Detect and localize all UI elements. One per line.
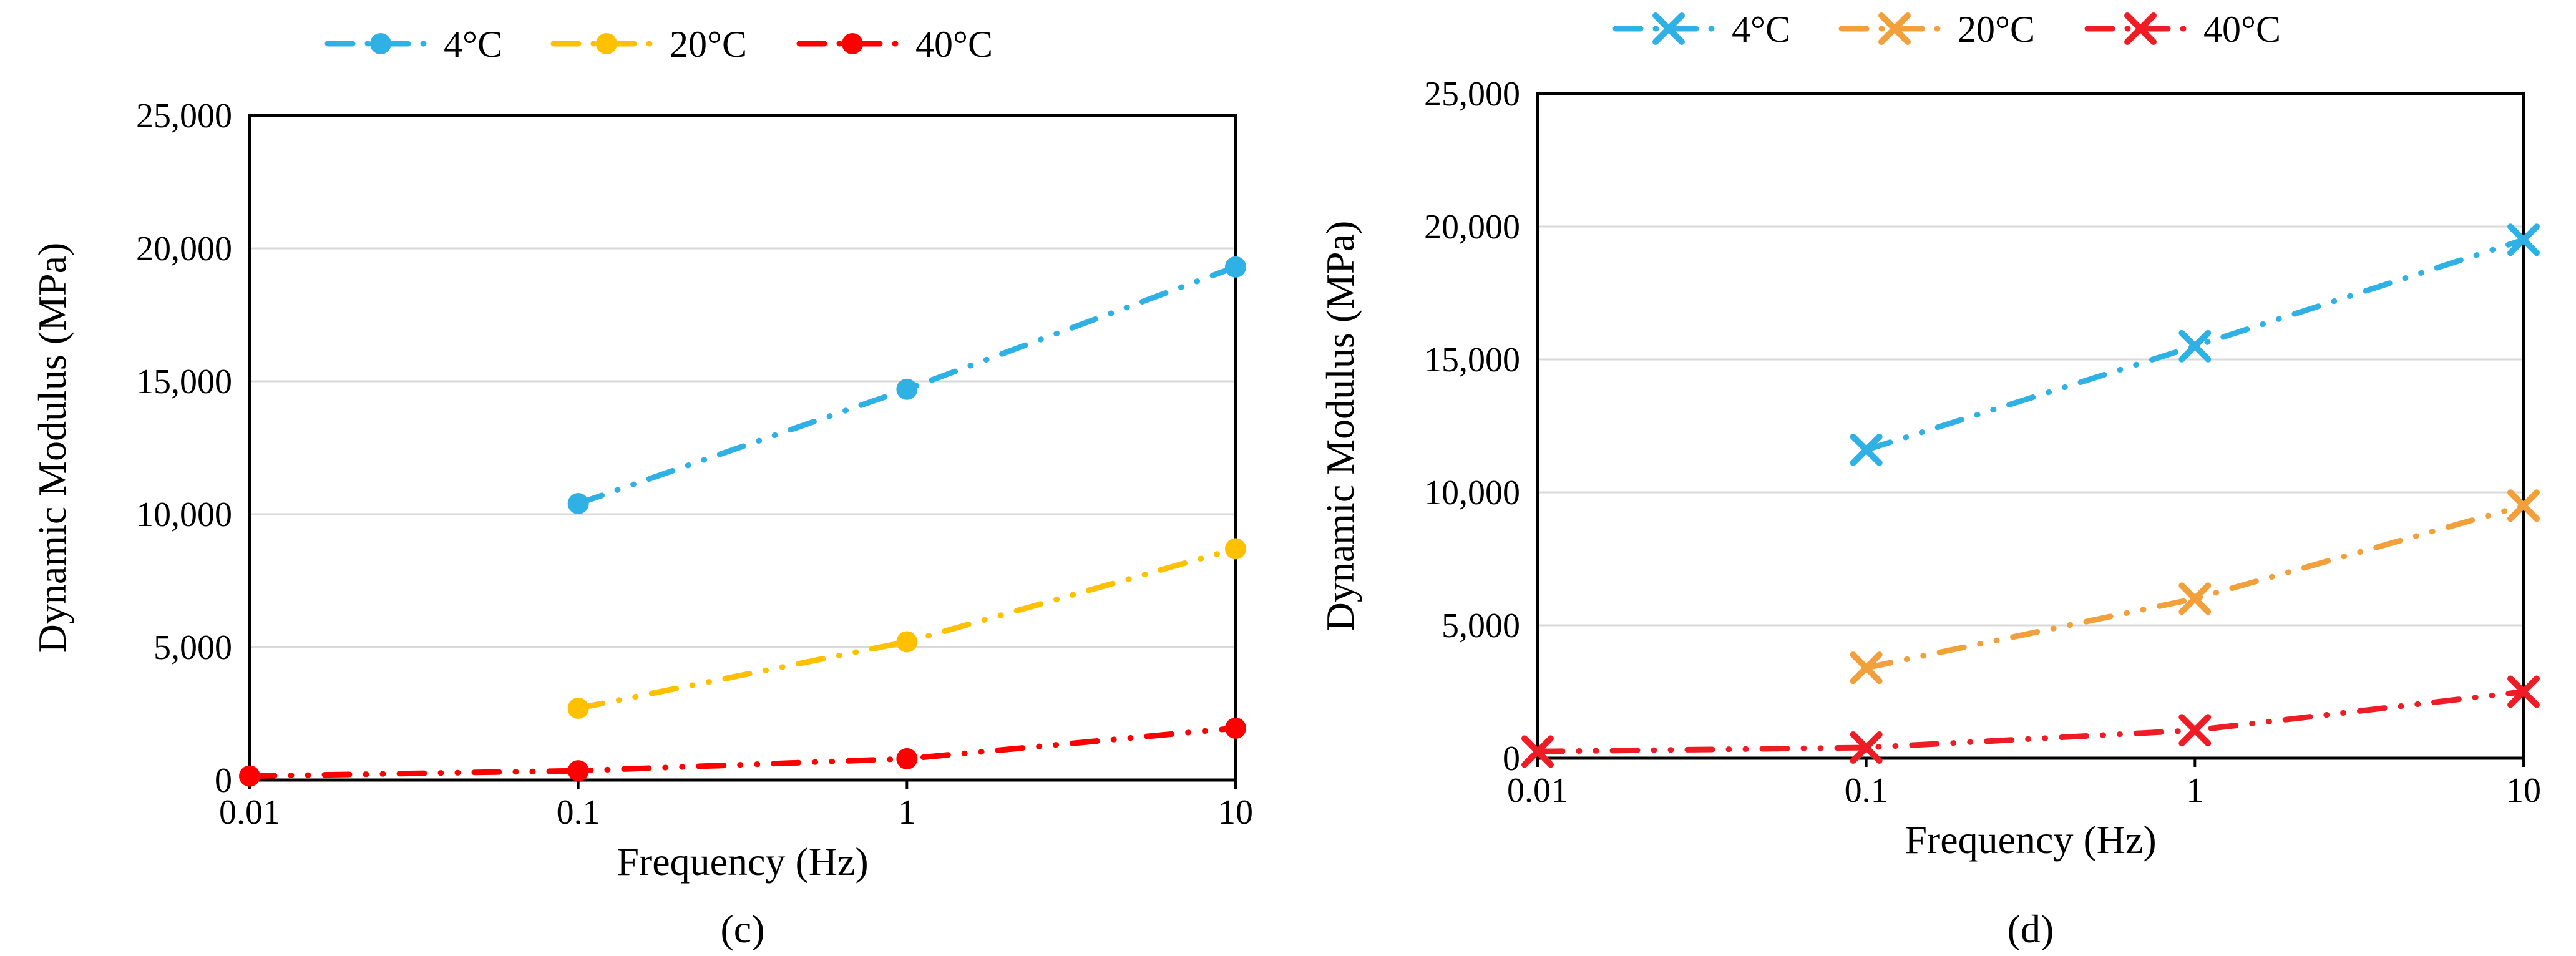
plot-border: [248, 114, 1237, 782]
y-tick-label: 15,000: [1424, 341, 1520, 379]
series-40°C-marker: [239, 765, 260, 787]
series-40°C-marker: [1850, 731, 1883, 764]
chart-c-caption: (c): [720, 907, 765, 951]
series-20°C-marker: [2178, 582, 2212, 615]
legend-item: 40°C: [796, 24, 993, 65]
series-20°C-marker: [2507, 489, 2540, 522]
chart-d-figure: 0 5,000 10,000 15,000 20,000 25,000 0.01 0.1 1 10…: [1288, 0, 2576, 956]
y-tick-label: 10,000: [136, 495, 232, 534]
series-40°C-marker: [1225, 717, 1246, 739]
series-20°C-marker: [567, 697, 589, 719]
x-tick-label: 1: [2186, 771, 2203, 810]
y-tick-label: 25,000: [136, 97, 232, 135]
chart-d-canvas: 0 5,000 10,000 15,000 20,000 25,000 0.01 0.1 1 10…: [1318, 9, 2541, 862]
chart-c-figure: 0 5,000 10,000 15,000 20,000 25,000 0.01 0.1 1 10…: [30, 24, 1253, 951]
series-4°C-marker: [2178, 329, 2212, 363]
y-tick-label: 20,000: [136, 230, 232, 268]
series-40°C-marker: [2507, 675, 2540, 708]
series-20°C-line: [1863, 502, 2527, 671]
legend-label: 20°C: [670, 24, 747, 65]
legend-marker: [596, 33, 617, 54]
y-tick-label: 10,000: [1424, 474, 1520, 512]
legend-item: 40°C: [2084, 9, 2281, 50]
chart-c-canvas: 0 5,000 10,000 15,000 20,000 25,000 0.01 0.1 1 10…: [30, 24, 1253, 884]
legend-label: 40°C: [2203, 9, 2281, 50]
x-tick-label: 0.01: [219, 793, 280, 832]
y-tick-label: 25,000: [1424, 75, 1520, 114]
legend-marker: [1878, 12, 1911, 45]
series-40°C-marker: [567, 760, 589, 782]
series-4°C-marker: [567, 492, 589, 514]
x-axis-title: Frequency (Hz): [1905, 817, 2156, 862]
plot-border: [1536, 92, 2525, 760]
y-tick-label: 0: [215, 761, 232, 800]
series-4°C-marker: [2507, 223, 2540, 256]
x-tick-label: 10: [2506, 771, 2541, 810]
y-axis-title: Dynamic Modulus (MPa): [1318, 221, 1362, 632]
series-4°C-marker: [896, 378, 918, 400]
series-20°C-marker: [896, 631, 918, 653]
x-tick-label: 10: [1218, 793, 1253, 832]
legend-label: 20°C: [1958, 9, 2035, 50]
series-40°C-marker: [1521, 735, 1554, 768]
y-tick-label: 5,000: [154, 628, 232, 667]
series-4°C-line: [1863, 237, 2527, 453]
legend-label: 4°C: [1732, 9, 1790, 50]
legend-marker: [2124, 12, 2157, 45]
series-20°C-line: [575, 545, 1239, 711]
y-axis-title: Dynamic Modulus (MPa): [30, 243, 74, 653]
legend-item: 20°C: [1838, 9, 2035, 50]
legend-marker: [842, 33, 863, 54]
legend-label: 40°C: [915, 24, 993, 65]
series-40°C-marker: [2178, 714, 2212, 747]
series-20°C-marker: [1225, 538, 1246, 560]
y-tick-label: 20,000: [1424, 208, 1520, 246]
series-4°C-marker: [1225, 256, 1246, 278]
legend-item: 4°C: [1612, 9, 1790, 50]
x-tick-label: 0.1: [557, 793, 600, 832]
series-4°C-line: [575, 264, 1239, 507]
y-tick-label: 15,000: [136, 363, 232, 401]
legend-item: 4°C: [324, 24, 502, 65]
series-20°C-marker: [1850, 651, 1883, 685]
y-tick-label: 0: [1503, 739, 1520, 778]
series-40°C-line: [246, 725, 1239, 779]
legend-marker: [370, 33, 391, 54]
series-4°C-marker: [1850, 433, 1883, 466]
x-axis-title: Frequency (Hz): [617, 839, 868, 884]
x-tick-label: 1: [898, 793, 915, 832]
legend-marker: [1652, 12, 1685, 45]
x-tick-label: 0.1: [1845, 771, 1888, 810]
legend-label: 4°C: [444, 24, 502, 65]
y-tick-label: 5,000: [1442, 607, 1520, 645]
series-40°C-marker: [896, 748, 918, 769]
series-40°C-line: [1534, 689, 2527, 754]
legend-item: 20°C: [550, 24, 747, 65]
chart-d-caption: (d): [2007, 907, 2054, 951]
x-tick-label: 0.01: [1507, 771, 1568, 810]
